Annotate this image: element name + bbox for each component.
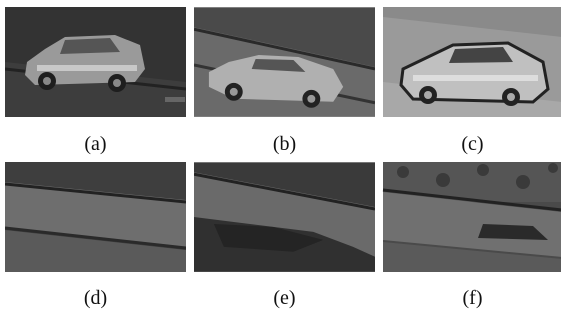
caption: (b)	[194, 133, 375, 156]
caption: (f)	[382, 287, 561, 310]
caption: (e)	[194, 287, 375, 310]
image-a	[5, 7, 186, 117]
caption: (d)	[5, 287, 186, 310]
image-f	[382, 162, 561, 272]
caption: (c)	[382, 133, 561, 156]
image-b	[194, 7, 375, 117]
caption: (a)	[5, 133, 186, 156]
image-d	[5, 162, 186, 272]
figure: (a) (b) (c) (d) (e) (f)	[0, 0, 561, 313]
image-e	[194, 162, 375, 272]
image-c	[382, 7, 561, 117]
